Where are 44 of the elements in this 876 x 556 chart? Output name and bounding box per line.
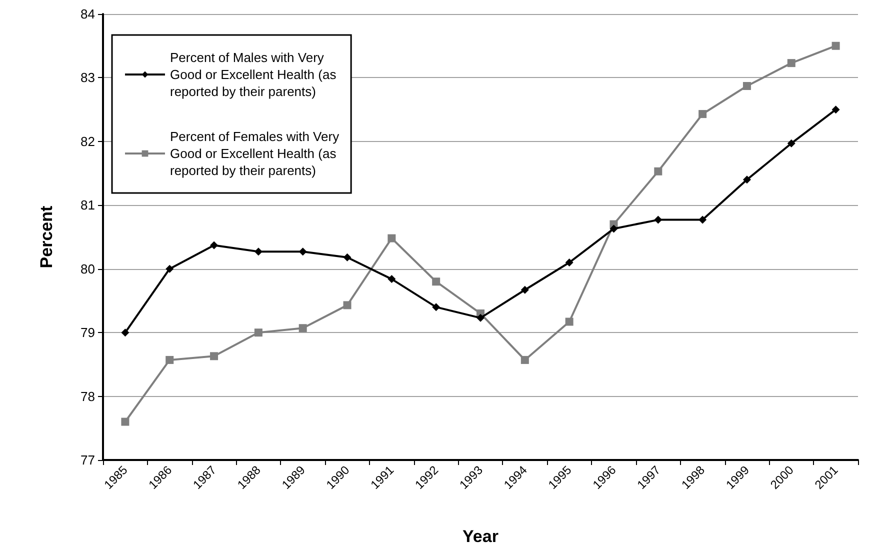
point bbox=[520, 286, 529, 294]
point bbox=[565, 318, 574, 326]
y-tick-label: 80 bbox=[80, 261, 95, 276]
point bbox=[388, 275, 396, 284]
point bbox=[166, 356, 174, 364]
point bbox=[654, 216, 662, 224]
x-axis-title: Year bbox=[462, 527, 499, 546]
point bbox=[565, 258, 574, 266]
point bbox=[787, 59, 796, 68]
legend-label: Percent of Females with Very Good or Excellent Health (as reported by their parents) bbox=[170, 129, 340, 178]
y-tick-label: 84 bbox=[80, 6, 95, 22]
point bbox=[742, 82, 751, 90]
point bbox=[520, 356, 529, 364]
y-tick-label: 82 bbox=[80, 134, 95, 149]
point bbox=[298, 248, 307, 256]
point bbox=[610, 224, 618, 233]
point bbox=[121, 328, 130, 337]
y-tick-label: 79 bbox=[80, 325, 95, 340]
point bbox=[654, 167, 662, 176]
y-axis-title: Percent bbox=[37, 205, 56, 268]
point bbox=[698, 110, 707, 118]
point bbox=[343, 253, 352, 262]
y-tick-label: 83 bbox=[80, 70, 95, 86]
point bbox=[210, 241, 218, 250]
point bbox=[343, 301, 352, 310]
y-tick-label: 81 bbox=[80, 198, 95, 213]
point bbox=[476, 314, 484, 322]
point bbox=[787, 139, 796, 148]
point bbox=[254, 248, 262, 256]
point bbox=[388, 234, 396, 242]
point bbox=[832, 106, 840, 114]
point bbox=[698, 216, 707, 224]
point bbox=[432, 303, 440, 312]
point bbox=[210, 352, 218, 360]
point bbox=[298, 324, 307, 332]
y-tick-label: 78 bbox=[80, 388, 95, 404]
point bbox=[166, 264, 174, 273]
point bbox=[832, 42, 840, 50]
legend-label: Percent of Males with Very Good or Excellent Health (as reported by their parents) bbox=[170, 50, 337, 99]
point bbox=[254, 328, 262, 337]
point bbox=[121, 418, 130, 426]
point bbox=[742, 176, 751, 184]
y-tick-label: 77 bbox=[80, 452, 95, 468]
point bbox=[432, 278, 440, 286]
